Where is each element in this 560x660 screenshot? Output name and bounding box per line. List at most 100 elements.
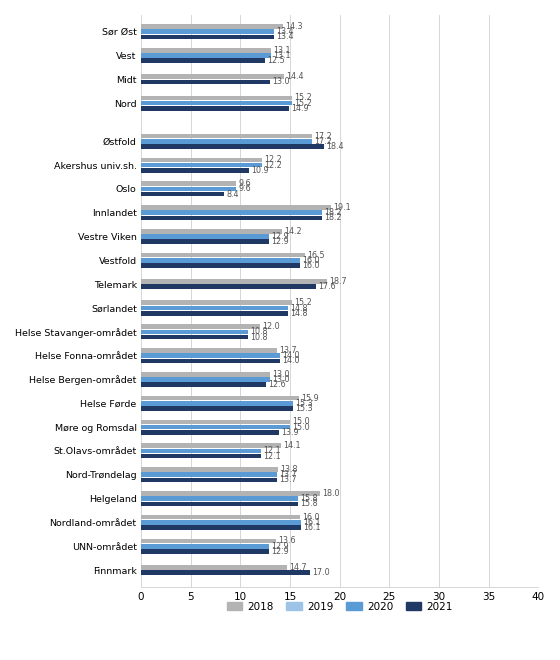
Text: 18.2: 18.2 xyxy=(324,208,342,217)
Text: 10.8: 10.8 xyxy=(250,327,268,337)
Text: 12.0: 12.0 xyxy=(262,322,280,331)
Text: 16.1: 16.1 xyxy=(303,523,320,532)
Bar xyxy=(141,106,289,111)
Bar xyxy=(141,430,279,435)
Text: 12.1: 12.1 xyxy=(263,446,281,455)
Bar xyxy=(141,258,300,263)
Text: 16.0: 16.0 xyxy=(302,256,319,265)
Text: 12.1: 12.1 xyxy=(263,451,281,461)
Text: 13.1: 13.1 xyxy=(273,51,291,60)
Text: 13.7: 13.7 xyxy=(279,475,297,484)
Bar xyxy=(141,48,271,53)
Bar xyxy=(141,420,290,424)
Text: 15.3: 15.3 xyxy=(295,399,312,408)
Text: 15.2: 15.2 xyxy=(294,94,312,102)
Bar xyxy=(141,144,324,148)
Bar xyxy=(141,348,277,352)
Bar xyxy=(141,515,300,519)
Bar xyxy=(141,473,277,477)
Bar xyxy=(141,396,299,401)
Bar xyxy=(141,358,280,363)
Text: 14.1: 14.1 xyxy=(283,441,301,450)
Text: 12.2: 12.2 xyxy=(264,160,282,170)
Bar xyxy=(141,520,301,525)
Text: 13.4: 13.4 xyxy=(276,27,293,36)
Bar xyxy=(141,324,260,329)
Text: 17.2: 17.2 xyxy=(314,137,332,146)
Text: 15.8: 15.8 xyxy=(300,500,318,508)
Text: 14.2: 14.2 xyxy=(284,227,302,236)
Bar xyxy=(141,139,312,144)
Text: 17.6: 17.6 xyxy=(318,282,335,291)
Text: 14.7: 14.7 xyxy=(289,563,307,572)
Text: 15.2: 15.2 xyxy=(294,98,312,108)
Text: 13.1: 13.1 xyxy=(273,46,291,55)
Text: 8.4: 8.4 xyxy=(226,189,239,199)
Text: 18.2: 18.2 xyxy=(324,213,342,222)
Text: 14.8: 14.8 xyxy=(290,304,307,312)
Bar xyxy=(141,34,274,39)
Bar xyxy=(141,377,270,381)
Bar xyxy=(141,401,293,406)
Text: 14.4: 14.4 xyxy=(286,72,304,81)
Bar xyxy=(141,444,281,448)
Bar xyxy=(141,382,266,387)
Text: 18.7: 18.7 xyxy=(329,277,347,286)
Text: 16.0: 16.0 xyxy=(302,261,319,270)
Bar xyxy=(141,329,248,334)
Bar xyxy=(141,502,298,506)
Text: 18.4: 18.4 xyxy=(326,142,343,151)
Bar xyxy=(141,279,326,284)
Bar xyxy=(141,240,269,244)
Bar xyxy=(141,570,310,575)
Text: 16.0: 16.0 xyxy=(302,513,319,521)
Bar xyxy=(141,549,269,554)
Bar xyxy=(141,168,249,173)
Text: 15.9: 15.9 xyxy=(301,393,319,403)
Text: 9.6: 9.6 xyxy=(239,179,251,188)
Bar xyxy=(141,306,288,310)
Text: 13.7: 13.7 xyxy=(279,471,297,479)
Text: 13.0: 13.0 xyxy=(272,375,290,384)
Bar xyxy=(141,53,271,58)
Bar xyxy=(141,192,225,197)
Bar xyxy=(141,80,270,84)
Bar xyxy=(141,187,236,191)
Bar xyxy=(141,205,331,210)
Bar xyxy=(141,163,262,168)
Bar xyxy=(141,253,305,257)
Text: 12.9: 12.9 xyxy=(271,547,289,556)
Text: 18.0: 18.0 xyxy=(322,489,339,498)
Bar xyxy=(141,75,284,79)
Bar xyxy=(141,101,292,106)
Bar xyxy=(141,425,290,430)
Text: 10.8: 10.8 xyxy=(250,333,268,342)
Text: 15.3: 15.3 xyxy=(295,404,312,413)
Bar xyxy=(141,234,269,239)
Text: 12.6: 12.6 xyxy=(268,380,286,389)
Text: 13.6: 13.6 xyxy=(278,537,296,545)
Bar xyxy=(141,544,269,548)
Text: 15.0: 15.0 xyxy=(292,422,310,432)
Text: 14.0: 14.0 xyxy=(282,356,300,366)
Bar xyxy=(141,229,282,234)
Text: 15.0: 15.0 xyxy=(292,417,310,426)
Text: 10.9: 10.9 xyxy=(251,166,269,175)
Bar xyxy=(141,449,261,453)
Bar xyxy=(141,467,278,472)
Text: 12.9: 12.9 xyxy=(271,542,289,550)
Text: 17.2: 17.2 xyxy=(314,131,332,141)
Bar xyxy=(141,284,316,289)
Bar xyxy=(141,478,277,482)
Text: 14.9: 14.9 xyxy=(291,104,309,113)
Bar xyxy=(141,525,301,530)
Text: 13.4: 13.4 xyxy=(276,32,293,42)
Text: 14.0: 14.0 xyxy=(282,351,300,360)
Bar xyxy=(141,96,292,100)
Legend: 2018, 2019, 2020, 2021: 2018, 2019, 2020, 2021 xyxy=(222,597,457,616)
Bar xyxy=(141,406,293,411)
Bar xyxy=(141,454,261,459)
Bar xyxy=(141,565,287,570)
Bar xyxy=(141,24,283,29)
Text: 17.0: 17.0 xyxy=(312,568,329,577)
